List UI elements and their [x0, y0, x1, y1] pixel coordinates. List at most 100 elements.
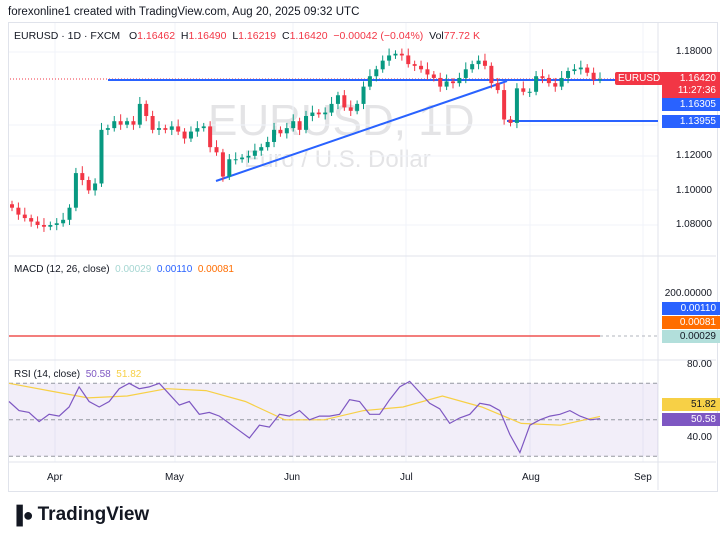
open-label: O — [128, 30, 138, 42]
candle-body — [361, 86, 366, 104]
time-label: Jul — [400, 472, 413, 483]
candle-body — [22, 214, 27, 219]
candle-body — [323, 112, 328, 115]
candle-body — [419, 65, 424, 70]
candle-body — [444, 81, 449, 87]
candle-body — [195, 128, 200, 132]
price-tick: 1.18000 — [675, 46, 712, 57]
level-tag: 1.13955 — [662, 115, 720, 128]
candle-body — [348, 107, 353, 111]
time-label: Sep — [634, 472, 652, 483]
trend-line — [215, 80, 508, 182]
candle-body — [412, 64, 417, 66]
candle-body — [310, 112, 315, 117]
candle-body — [451, 81, 455, 84]
candle-body — [176, 126, 181, 132]
bar-countdown: 11:27:36 — [677, 85, 716, 96]
change-value: −0.00042 (−0.04%) — [333, 30, 424, 42]
tradingview-logo[interactable]: ▐● TradingView — [10, 504, 149, 526]
volume-value: 77.72 K — [443, 30, 480, 42]
price-tick: 1.10000 — [675, 185, 712, 196]
last-price-tag: 1.16420 11:27:36 — [662, 72, 720, 98]
tradingview-logo-icon: ▐● — [10, 504, 34, 525]
time-label: Apr — [47, 472, 63, 483]
candle-body — [534, 76, 539, 92]
candle-body — [61, 219, 66, 224]
macd-line-value: 0.00110 — [156, 264, 193, 275]
candle-body — [546, 77, 551, 84]
candle-body — [527, 91, 532, 93]
macd-histogram-tag: 0.00029 — [662, 330, 720, 343]
candle-body — [220, 152, 225, 177]
candle-body — [476, 60, 481, 65]
candle-body — [150, 116, 155, 130]
candle-body — [482, 60, 487, 66]
rsi-ma-tag: 51.82 — [662, 398, 720, 411]
last-price: 1.16420 — [679, 73, 716, 84]
low-value: 1.16219 — [238, 30, 277, 42]
candle-body — [457, 77, 462, 84]
candle-body — [431, 74, 436, 78]
candle-body — [284, 128, 289, 134]
candle-body — [374, 69, 379, 77]
rsi-title[interactable]: RSI (14, close) — [14, 369, 81, 380]
candle-body — [278, 129, 283, 134]
candle-body — [566, 71, 571, 78]
rsi-legend: RSI (14, close) 50.58 51.82 — [14, 369, 141, 380]
macd-legend: MACD (12, 26, close) 0.00029 0.00110 0.0… — [14, 264, 234, 275]
candle-body — [29, 218, 34, 222]
candle-body — [367, 76, 372, 87]
macd-line-tag: 0.00110 — [662, 302, 720, 315]
candle-body — [291, 121, 296, 129]
high-label: H — [180, 30, 189, 42]
candle-body — [585, 67, 590, 73]
candle-body — [99, 129, 104, 184]
rsi-ma-value: 51.82 — [116, 369, 142, 380]
candle-body — [540, 76, 545, 78]
candle-body — [521, 88, 526, 92]
candle-body — [48, 225, 53, 227]
candle-body — [438, 77, 443, 87]
candle-body — [463, 69, 468, 78]
candle-body — [387, 55, 392, 61]
candle-body — [329, 103, 334, 113]
candle-body — [80, 173, 85, 181]
candle-body — [105, 128, 110, 130]
candle-body — [208, 126, 213, 148]
candle-body — [559, 77, 564, 87]
candle-body — [93, 183, 98, 191]
candle-body — [67, 207, 72, 220]
candle-body — [272, 129, 277, 142]
candle-body — [335, 95, 340, 104]
candle-body — [553, 83, 558, 87]
candle-body — [316, 112, 321, 115]
candle-body — [425, 69, 430, 75]
candle-body — [54, 223, 59, 225]
candle-body — [10, 204, 14, 208]
candle-body — [502, 90, 507, 120]
price-tick: 1.08000 — [675, 219, 712, 230]
candle-body — [470, 64, 475, 70]
candle-body — [578, 67, 583, 70]
candle-body — [182, 131, 187, 139]
watermark-subtitle: Euro / U.S. Dollar — [244, 146, 431, 173]
candle-body — [214, 147, 219, 153]
symbol-info[interactable]: EURUSD · 1D · FXCM — [14, 30, 121, 42]
candle-body — [246, 155, 251, 158]
candle-body — [489, 65, 494, 84]
low-label: L — [232, 30, 239, 42]
time-label: May — [165, 472, 184, 483]
close-label: C — [281, 30, 290, 42]
volume-label: Vol — [429, 30, 444, 42]
close-value: 1.16420 — [289, 30, 328, 42]
candle-body — [598, 79, 602, 81]
candle-body — [591, 72, 596, 80]
candle-body — [297, 121, 302, 130]
rsi-tick: 40.00 — [686, 432, 712, 443]
candle-body — [41, 225, 46, 227]
candle-body — [393, 53, 398, 56]
macd-title[interactable]: MACD (12, 26, close) — [14, 264, 110, 275]
candle-body — [406, 55, 411, 65]
price-tick: 1.12000 — [675, 150, 712, 161]
